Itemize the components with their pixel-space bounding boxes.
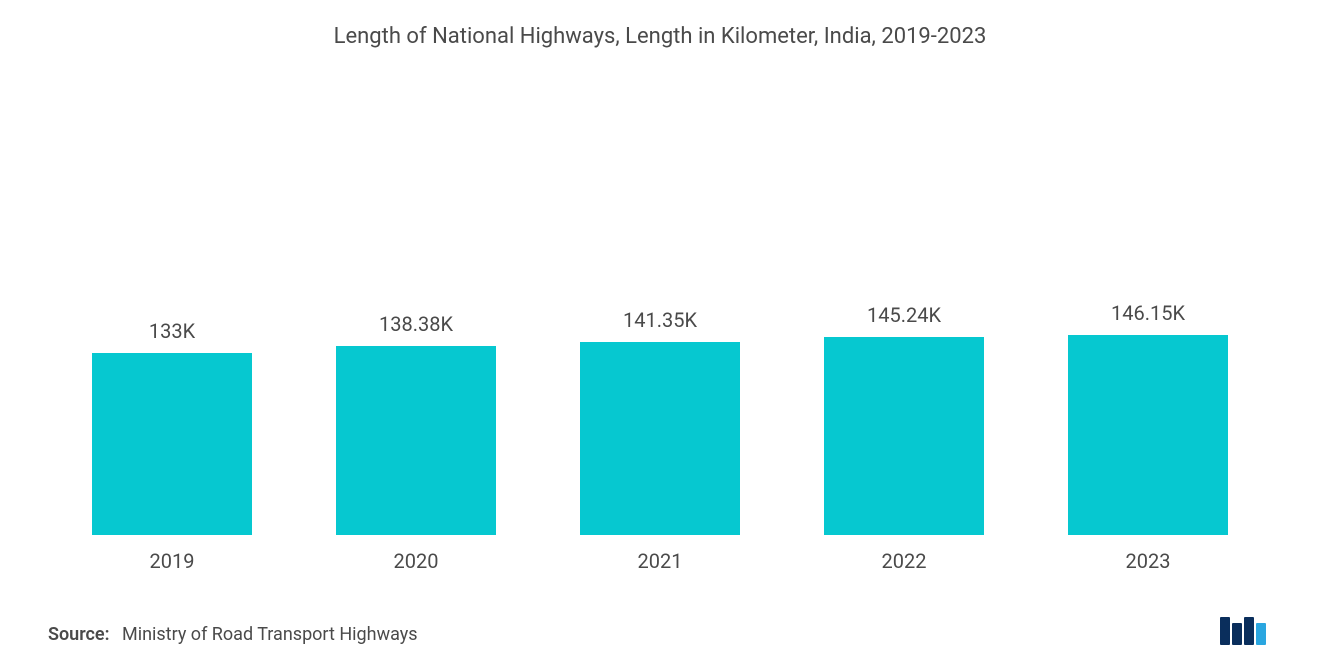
logo-stripe	[1220, 617, 1230, 645]
value-label: 138.38K	[379, 312, 453, 336]
bar-group: 133K 2019	[50, 59, 294, 573]
source-label: Source:	[48, 624, 110, 645]
chart-container: Length of National Highways, Length in K…	[0, 0, 1320, 665]
source-text: Ministry of Road Transport Highways	[122, 624, 418, 645]
category-label: 2019	[150, 549, 195, 573]
logo-stripe	[1232, 623, 1242, 645]
brand-logo-icon	[1220, 615, 1272, 645]
value-label: 146.15K	[1111, 301, 1185, 325]
bar-group: 138.38K 2020	[294, 59, 538, 573]
chart-title: Length of National Highways, Length in K…	[40, 24, 1280, 49]
value-label: 145.24K	[867, 303, 941, 327]
category-label: 2022	[882, 549, 927, 573]
value-label: 141.35K	[623, 308, 697, 332]
bar	[580, 342, 740, 535]
category-label: 2020	[394, 549, 439, 573]
value-label: 133K	[149, 319, 195, 343]
logo-stripe	[1256, 623, 1266, 645]
bar-group: 145.24K 2022	[782, 59, 1026, 573]
footer-row: Source: Ministry of Road Transport Highw…	[40, 615, 1280, 645]
bar	[824, 337, 984, 535]
bar-group: 146.15K 2023	[1026, 59, 1270, 573]
bar	[336, 346, 496, 535]
plot-area: 133K 2019 138.38K 2020 141.35K 2021 145.…	[40, 59, 1280, 573]
bar	[1068, 335, 1228, 535]
source-line: Source: Ministry of Road Transport Highw…	[48, 624, 418, 645]
logo-stripe	[1244, 617, 1254, 645]
category-label: 2021	[638, 549, 683, 573]
bar	[92, 353, 252, 535]
bar-group: 141.35K 2021	[538, 59, 782, 573]
category-label: 2023	[1126, 549, 1171, 573]
